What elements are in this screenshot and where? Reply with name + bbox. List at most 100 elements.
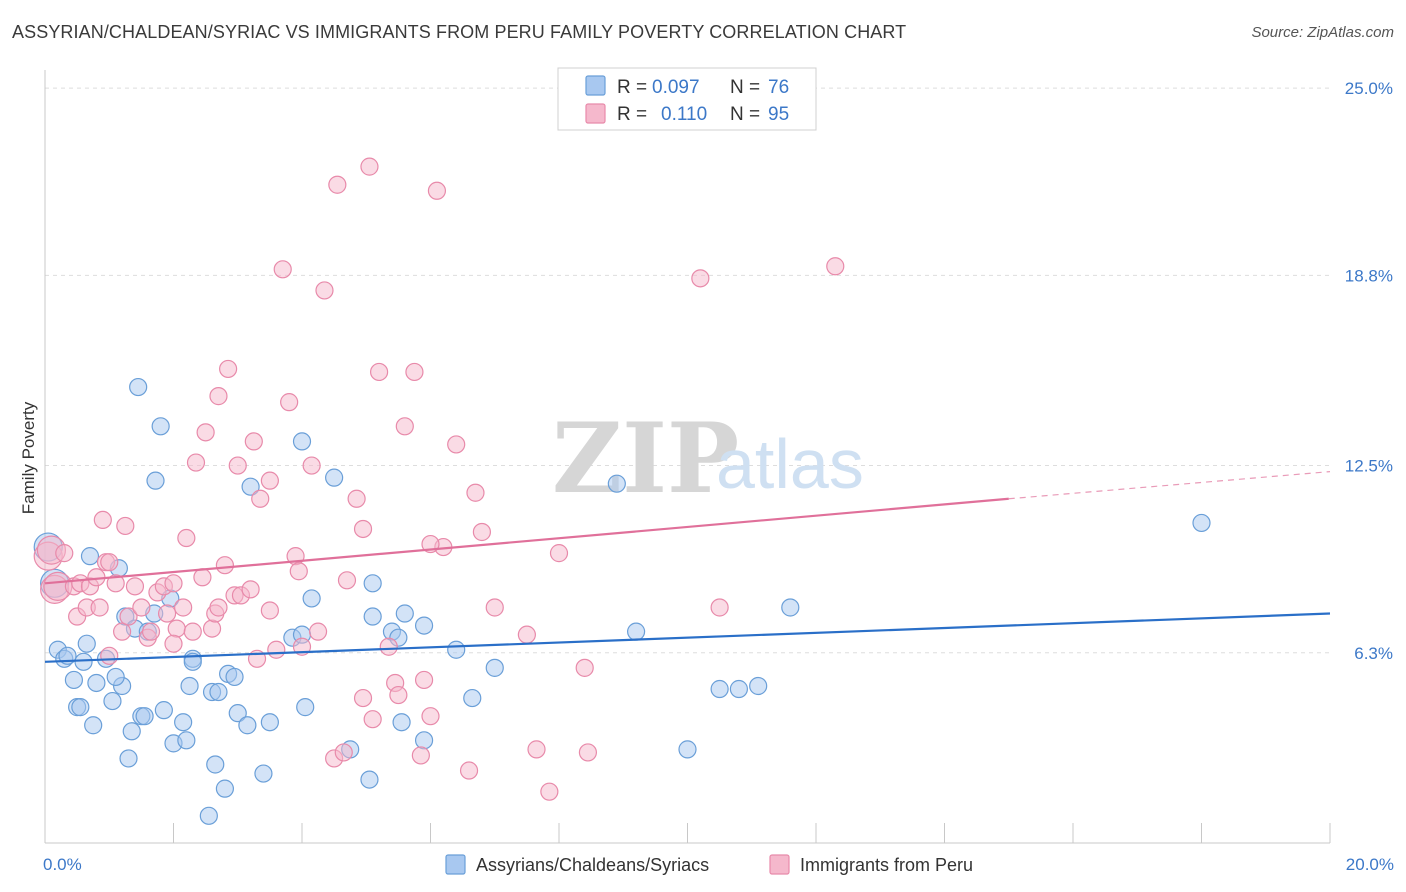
source-credit: Source: ZipAtlas.com <box>1251 24 1394 41</box>
point-assyrians-17 <box>119 749 138 768</box>
point-peru-25 <box>157 604 177 623</box>
point-assyrians-69 <box>729 679 749 699</box>
point-peru-49 <box>267 640 286 659</box>
point-assyrians-32 <box>180 676 199 696</box>
point-assyrians-7 <box>71 698 90 717</box>
point-assyrians-63 <box>463 688 482 708</box>
point-peru-65 <box>370 362 389 382</box>
point-assyrians-43 <box>241 477 260 496</box>
point-peru-12 <box>93 510 112 530</box>
point-assyrians-59 <box>395 604 414 623</box>
point-peru-94 <box>100 553 119 572</box>
stats-legend: R = 0.097 N = 76 R = 0.110 N = 95 <box>557 67 817 131</box>
stats-legend-r-value-pink: 0.110 <box>661 104 707 125</box>
point-peru-62 <box>347 489 366 508</box>
stats-legend-r-value-blue: 0.097 <box>652 77 700 98</box>
point-peru-31 <box>186 453 206 472</box>
y-tick-label-3: 25.0% <box>1345 79 1393 98</box>
point-peru-47 <box>260 471 279 490</box>
y-tick-labels: 6.3% 12.5% 18.8% 25.0% <box>1345 79 1393 663</box>
point-assyrians-11 <box>87 673 106 693</box>
point-assyrians-64 <box>485 658 504 677</box>
point-peru-26 <box>164 574 183 593</box>
point-assyrians-51 <box>325 468 344 487</box>
watermark-atlas: atlas <box>716 425 864 503</box>
point-peru-17 <box>116 516 135 536</box>
series-legend-label-blue: Assyrians/Chaldeans/Syriacs <box>476 855 709 875</box>
point-peru-71 <box>411 746 430 765</box>
point-assyrians-25 <box>146 471 165 490</box>
point-peru-61 <box>337 571 357 590</box>
point-assyrians-37 <box>209 682 228 702</box>
y-axis-title: Family Poverty <box>19 401 38 514</box>
point-peru-77 <box>459 761 479 780</box>
point-assyrians-40 <box>225 667 244 687</box>
point-peru-70 <box>405 362 424 382</box>
point-peru-80 <box>485 598 504 617</box>
point-assyrians-20 <box>129 377 148 397</box>
point-peru-55 <box>302 456 321 475</box>
point-assyrians-36 <box>206 755 225 774</box>
point-peru-69 <box>395 417 414 436</box>
point-peru-85 <box>575 658 594 677</box>
point-peru-93 <box>164 634 183 653</box>
point-assyrians-60 <box>414 731 434 750</box>
watermark-zip: ZIP <box>552 402 739 515</box>
point-peru-36 <box>209 598 228 617</box>
point-assyrians-18 <box>122 722 141 741</box>
point-peru-43 <box>241 580 260 599</box>
point-assyrians-65 <box>607 474 626 493</box>
point-assyrians-50 <box>302 589 321 608</box>
x-tick-label-0: 0.0% <box>43 855 82 874</box>
point-peru-91 <box>353 688 373 708</box>
stats-legend-swatch-pink <box>585 103 606 124</box>
point-peru-89 <box>826 257 845 276</box>
point-peru-86 <box>578 743 598 762</box>
trend-line-peru-extension <box>1008 470 1331 500</box>
point-peru-48 <box>260 601 279 620</box>
point-peru-87 <box>691 269 710 288</box>
point-peru-41 <box>228 456 247 475</box>
point-assyrians-8 <box>77 634 96 653</box>
point-assyrians-41 <box>228 704 247 723</box>
point-peru-57 <box>315 281 334 300</box>
point-peru-39 <box>219 359 238 379</box>
point-peru-18 <box>119 607 138 626</box>
y-tick-label-0: 6.3% <box>1354 644 1393 663</box>
point-peru-14 <box>100 646 119 665</box>
series-peru-points <box>33 157 845 801</box>
point-peru-32 <box>193 568 212 587</box>
point-peru-56 <box>308 622 328 641</box>
point-peru-37 <box>209 387 228 406</box>
point-peru-59 <box>328 175 347 194</box>
point-assyrians-26 <box>151 417 170 436</box>
point-peru-20 <box>132 598 151 617</box>
point-peru-76 <box>447 435 466 454</box>
stats-legend-n-value-blue: 76 <box>768 77 789 98</box>
point-peru-84 <box>549 544 569 563</box>
point-peru-15 <box>106 574 125 593</box>
point-peru-50 <box>273 260 292 279</box>
point-peru-82 <box>527 740 546 759</box>
point-assyrians-48 <box>292 432 312 451</box>
stats-legend-n-label-blue: N = <box>730 77 760 98</box>
point-assyrians-74 <box>74 652 93 671</box>
point-peru-72 <box>414 670 434 690</box>
point-assyrians-30 <box>174 713 193 732</box>
gridlines <box>45 87 1330 654</box>
point-peru-11 <box>90 598 109 617</box>
point-peru-53 <box>289 562 308 581</box>
stats-legend-swatch-blue <box>585 75 606 96</box>
point-assyrians-22 <box>135 707 154 726</box>
point-assyrians-58 <box>392 713 411 732</box>
point-assyrians-49 <box>296 698 315 717</box>
y-tick-label-2: 18.8% <box>1345 266 1393 285</box>
point-peru-68 <box>389 685 408 705</box>
point-peru-46 <box>251 489 270 508</box>
point-assyrians-13 <box>103 691 122 711</box>
x-tick-label-1: 20.0% <box>1346 855 1394 874</box>
point-assyrians-66 <box>626 622 646 641</box>
point-peru-44 <box>244 432 263 451</box>
point-peru-22 <box>141 622 161 641</box>
